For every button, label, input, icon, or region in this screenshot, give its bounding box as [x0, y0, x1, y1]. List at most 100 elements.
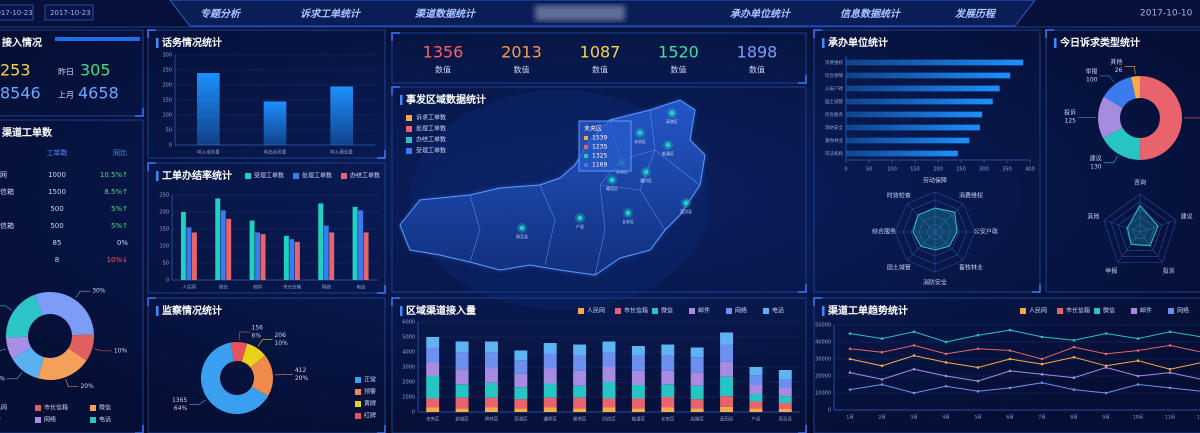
bar [846, 150, 958, 157]
legend-swatch [406, 115, 412, 121]
point [912, 354, 916, 357]
y-tick-label: 6000 [402, 320, 415, 326]
date-input[interactable] [0, 4, 34, 21]
panel-title: 承办单位统计 [828, 36, 888, 49]
x-tick-label: 11月 [1165, 415, 1175, 421]
x-tick-label: 阎良区 [602, 416, 616, 423]
date-end[interactable]: 2017-10-23 [50, 9, 91, 17]
bar [846, 85, 1000, 92]
point [944, 352, 948, 356]
y-tick-label: 0 [828, 408, 831, 414]
point [1072, 376, 1076, 380]
table-cell: 市长信箱 [0, 187, 14, 196]
data-label: 206 [274, 332, 286, 339]
bar-segment [778, 388, 792, 397]
bar-segment [602, 352, 616, 367]
data-label: 30% [92, 288, 106, 295]
bar-segment [426, 407, 440, 412]
bar-segment [426, 398, 440, 408]
bar-segment [514, 408, 528, 412]
legend-swatch [406, 148, 412, 154]
legend-label: 电话 [99, 416, 111, 424]
nav-tab[interactable]: 信息数据统计 [840, 8, 902, 20]
bar [191, 232, 197, 280]
legend-label: 电话 [772, 307, 784, 315]
legend-label: 市长信箱 [44, 404, 68, 412]
bar [220, 210, 226, 280]
point [1008, 386, 1012, 390]
tooltip-swatch [584, 154, 588, 158]
data-label: 412 [295, 367, 307, 374]
tooltip-value: 1235 [592, 144, 607, 151]
point [1104, 352, 1108, 356]
panel-corner [135, 108, 144, 117]
data-label: 1365 [172, 397, 187, 404]
point [976, 379, 980, 383]
x-tick-label: 长安区 [661, 416, 675, 423]
legend-label: 处理工单数 [416, 125, 446, 133]
nav-tab[interactable]: 承办单位统计 [730, 8, 792, 20]
x-tick-label: 灞桥区 [543, 416, 557, 423]
tooltip-swatch [584, 163, 588, 167]
bar-segment [778, 396, 792, 403]
stat-value: 1356 [423, 43, 464, 62]
bar-segment [631, 398, 645, 409]
x-tick-label: 8月 [1070, 415, 1077, 421]
bar-segment [543, 353, 557, 369]
slice [34, 292, 94, 336]
x-tick-label: 网络 [322, 284, 331, 291]
legend-label: 正常 [364, 376, 376, 384]
slice [1140, 76, 1183, 160]
bar-segment [778, 370, 792, 379]
district-label: 未央区 [634, 138, 646, 144]
legend-label: 受理工单数 [416, 147, 446, 155]
x-tick-label: 呼入漏话量 [330, 149, 353, 156]
nav-tab[interactable]: 专题分析 [200, 8, 242, 20]
bar-segment [690, 399, 704, 409]
x-tick-label: 100 [887, 167, 897, 173]
nav-tab[interactable]: 诉求工单统计 [300, 8, 362, 20]
y-tick-label: 200 [159, 210, 169, 216]
x-tick-label: 微信 [219, 284, 228, 291]
point [848, 347, 852, 351]
panel-title: 今日诉求类型统计 [1059, 36, 1140, 49]
point [1072, 339, 1076, 342]
panel [1045, 29, 1200, 293]
bar-segment [455, 384, 469, 398]
stat-today: 253 [0, 61, 31, 80]
bar-segment [602, 341, 616, 352]
date-input[interactable] [44, 4, 94, 21]
x-tick-label: 1月 [846, 415, 853, 421]
bar [846, 98, 993, 105]
legend-swatch [1020, 308, 1026, 314]
bar-segment [514, 360, 528, 374]
district-label: 灞桥区 [640, 177, 652, 183]
title-marker [822, 38, 825, 48]
legend-swatch [1131, 308, 1137, 314]
panel-corner [135, 425, 144, 433]
point [944, 384, 948, 388]
legend-swatch [615, 308, 621, 314]
nav-tab[interactable]: 发展历程 [955, 8, 997, 20]
nav-tab[interactable]: 渠道数据统计 [414, 8, 477, 20]
bar-segment [749, 401, 763, 409]
x-tick-label: 市长信箱 [283, 284, 301, 291]
bar-segment [455, 397, 469, 409]
leader-line [7, 372, 23, 380]
bar-segment [543, 407, 557, 412]
data-label: 投诉 [1064, 109, 1076, 117]
radar-label: 时效检查 [887, 191, 911, 199]
point [944, 340, 948, 344]
stat-value: 1898 [737, 43, 778, 62]
point [848, 357, 852, 361]
y-tick-label: 200 [162, 83, 172, 89]
panel-title: 渠道工单数 [1, 126, 53, 139]
slice [200, 342, 269, 415]
slice [37, 348, 87, 380]
date-start[interactable]: 2017-10-23 [0, 9, 33, 17]
panel [0, 119, 144, 433]
district-label: 长安区 [622, 218, 634, 224]
bar-segment [690, 357, 704, 373]
district-label: 临潼区 [662, 150, 674, 156]
slice [1103, 76, 1136, 108]
